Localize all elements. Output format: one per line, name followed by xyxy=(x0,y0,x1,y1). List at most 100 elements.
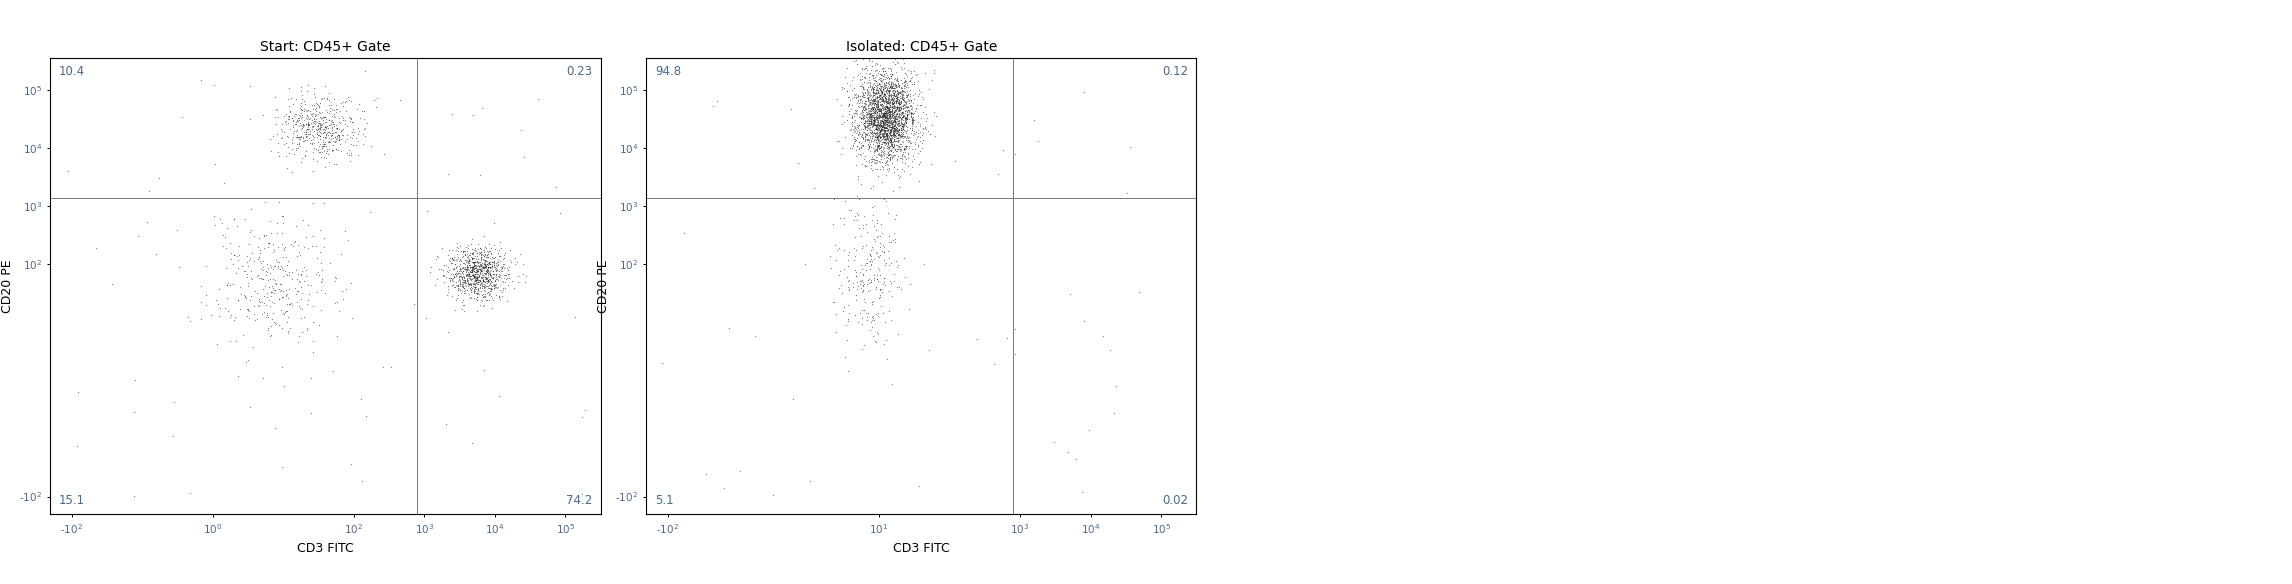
Point xyxy=(871,151,908,160)
Point xyxy=(885,110,921,120)
Point xyxy=(855,116,892,125)
Point xyxy=(860,142,896,151)
Point xyxy=(846,161,882,170)
Point xyxy=(864,116,901,126)
Point xyxy=(458,255,495,264)
Point xyxy=(901,85,937,95)
Point xyxy=(477,244,513,253)
Point xyxy=(296,114,332,124)
Point xyxy=(839,208,876,218)
Point xyxy=(873,131,910,141)
Point xyxy=(280,115,316,124)
Point xyxy=(860,96,896,106)
Point xyxy=(857,104,894,113)
Point xyxy=(860,263,896,273)
Point xyxy=(261,279,298,288)
Point xyxy=(435,305,472,315)
Point xyxy=(846,104,882,113)
Point xyxy=(887,91,924,100)
Point xyxy=(853,110,889,119)
Point xyxy=(220,255,257,265)
Point xyxy=(887,114,924,123)
Point xyxy=(880,135,917,145)
Point xyxy=(305,124,342,134)
Point xyxy=(866,119,903,128)
Point xyxy=(229,270,266,279)
Point xyxy=(472,286,509,296)
Point xyxy=(866,125,903,134)
Point xyxy=(862,130,898,139)
Point xyxy=(454,234,490,244)
Point xyxy=(449,274,486,284)
Point xyxy=(463,247,500,256)
Text: 74.2: 74.2 xyxy=(566,494,591,507)
Point xyxy=(848,105,885,114)
Point xyxy=(850,102,887,111)
Point xyxy=(869,105,905,114)
Point xyxy=(862,148,898,158)
Point xyxy=(250,276,286,285)
Point xyxy=(296,154,332,164)
Point xyxy=(472,285,509,294)
Point xyxy=(307,134,344,143)
Point xyxy=(857,93,894,102)
Point xyxy=(862,119,898,128)
Point xyxy=(270,102,307,111)
Point xyxy=(864,162,901,172)
Point xyxy=(871,74,908,83)
Point xyxy=(855,114,892,123)
Point xyxy=(857,114,894,124)
Point xyxy=(882,94,919,103)
Point xyxy=(894,119,931,128)
Point xyxy=(449,275,486,284)
Point xyxy=(289,244,325,253)
Point xyxy=(862,131,898,140)
Point xyxy=(853,114,889,124)
Point xyxy=(843,142,880,152)
Point xyxy=(305,142,342,151)
Point xyxy=(257,288,293,298)
Point xyxy=(60,441,96,450)
Point xyxy=(465,289,502,298)
Point xyxy=(215,316,252,325)
Point xyxy=(885,137,921,146)
Point xyxy=(878,120,915,130)
Point xyxy=(876,151,912,161)
Point xyxy=(454,253,490,262)
Point xyxy=(873,140,910,149)
Point xyxy=(866,101,903,110)
Point xyxy=(458,259,495,268)
Point xyxy=(862,118,898,127)
Point xyxy=(892,73,928,82)
Point xyxy=(880,80,917,89)
Point xyxy=(454,279,490,288)
Point xyxy=(889,102,926,112)
Point xyxy=(860,117,896,127)
Point xyxy=(438,239,474,248)
Point xyxy=(452,273,488,282)
Point xyxy=(470,288,507,297)
Point xyxy=(860,98,896,107)
Point xyxy=(855,95,892,105)
Point xyxy=(296,105,332,114)
Point xyxy=(335,131,371,140)
Point xyxy=(862,81,898,91)
Point xyxy=(266,127,303,137)
Point xyxy=(878,107,915,116)
Point xyxy=(885,145,921,155)
Point xyxy=(284,215,321,225)
Point xyxy=(855,88,892,97)
Point xyxy=(245,110,282,119)
Point xyxy=(305,274,342,284)
Point xyxy=(864,109,901,119)
Point xyxy=(866,143,903,152)
Point xyxy=(873,120,910,129)
Point xyxy=(887,100,924,110)
Point xyxy=(905,135,942,145)
Point xyxy=(885,121,921,131)
Point xyxy=(894,113,931,123)
Point xyxy=(869,110,905,120)
Point xyxy=(853,128,889,138)
Point xyxy=(855,99,892,108)
Point xyxy=(876,162,912,171)
